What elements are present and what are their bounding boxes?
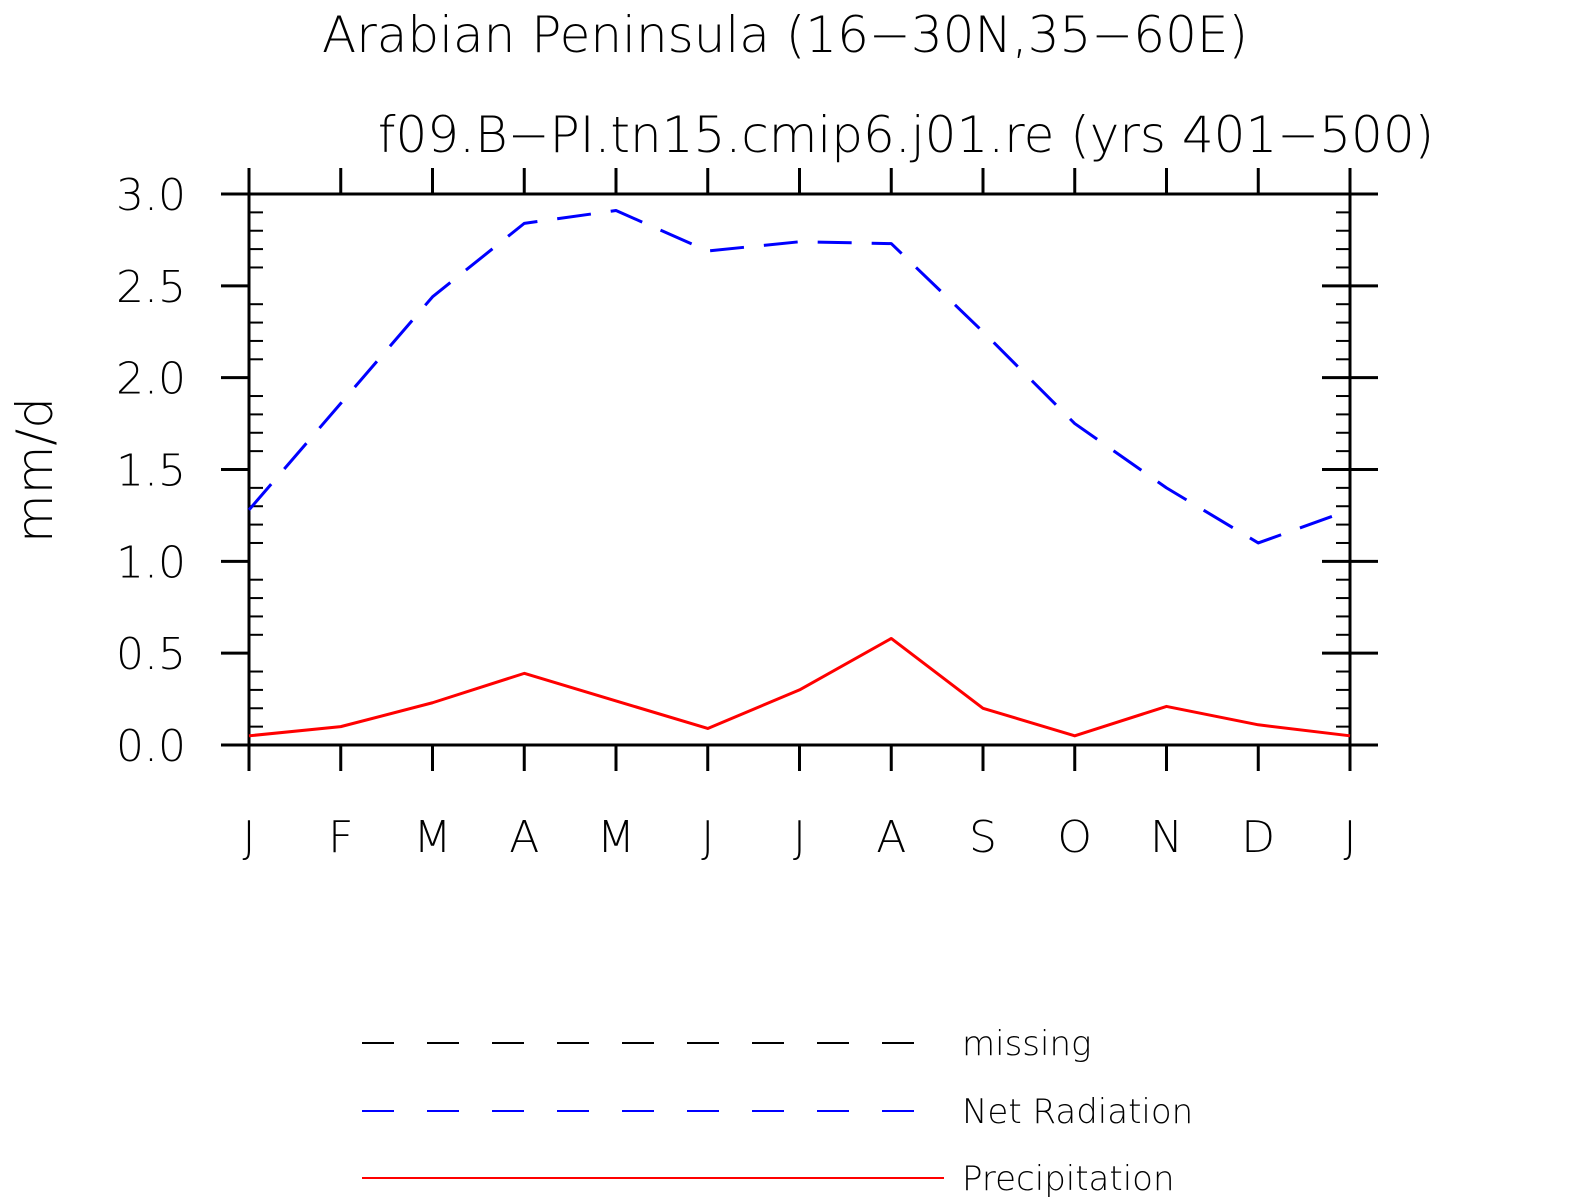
legend-label: Precipitation [962,1159,1175,1199]
axes: J F M A M J J A S O N D J 0.0 0.5 1.0 1.5 2.0 2.5 3.0 [116,168,1378,863]
x-tick-label: N [1150,812,1183,863]
x-tick-label: A [509,812,539,863]
legend: missing Net Radiation Precipitation [362,1024,1193,1199]
chart-title: Arabian Peninsula (16−30N,35−60E) [322,6,1248,64]
legend-label: Net Radiation [962,1092,1193,1132]
y-tick-label: 2.0 [116,354,186,405]
x-tick-label: S [969,812,997,863]
x-tick-label: O [1057,812,1092,863]
x-tick-label: J [701,812,714,863]
x-tick-label: A [876,812,906,863]
x-tick-label: M [414,812,452,863]
y-tick-label: 0.5 [116,629,186,680]
plot-frame [247,192,1352,747]
y-tick-label: 3.0 [116,170,186,221]
x-tick-label: J [1344,812,1357,863]
y-tick-label: 1.5 [116,446,186,497]
y-tick-label: 2.5 [116,262,186,313]
series-layer [247,209,1351,738]
legend-label: missing [962,1024,1091,1064]
x-tick-label: M [597,812,635,863]
x-tick-label: F [328,812,353,863]
y-tick-label: 1.0 [116,537,186,588]
series-line-net-radiation [247,209,1351,545]
y-axis-label: mm/d [6,397,64,543]
x-tick-label: D [1241,812,1275,863]
y-tick-label: 0.0 [116,721,186,772]
x-tick-label: J [793,812,806,863]
x-tick-label: J [243,812,256,863]
series-line-precipitation [248,636,1351,738]
chart-subtitle: f09.B−PI.tn15.cmip6.j01.re (yrs 401−500) [378,106,1434,164]
